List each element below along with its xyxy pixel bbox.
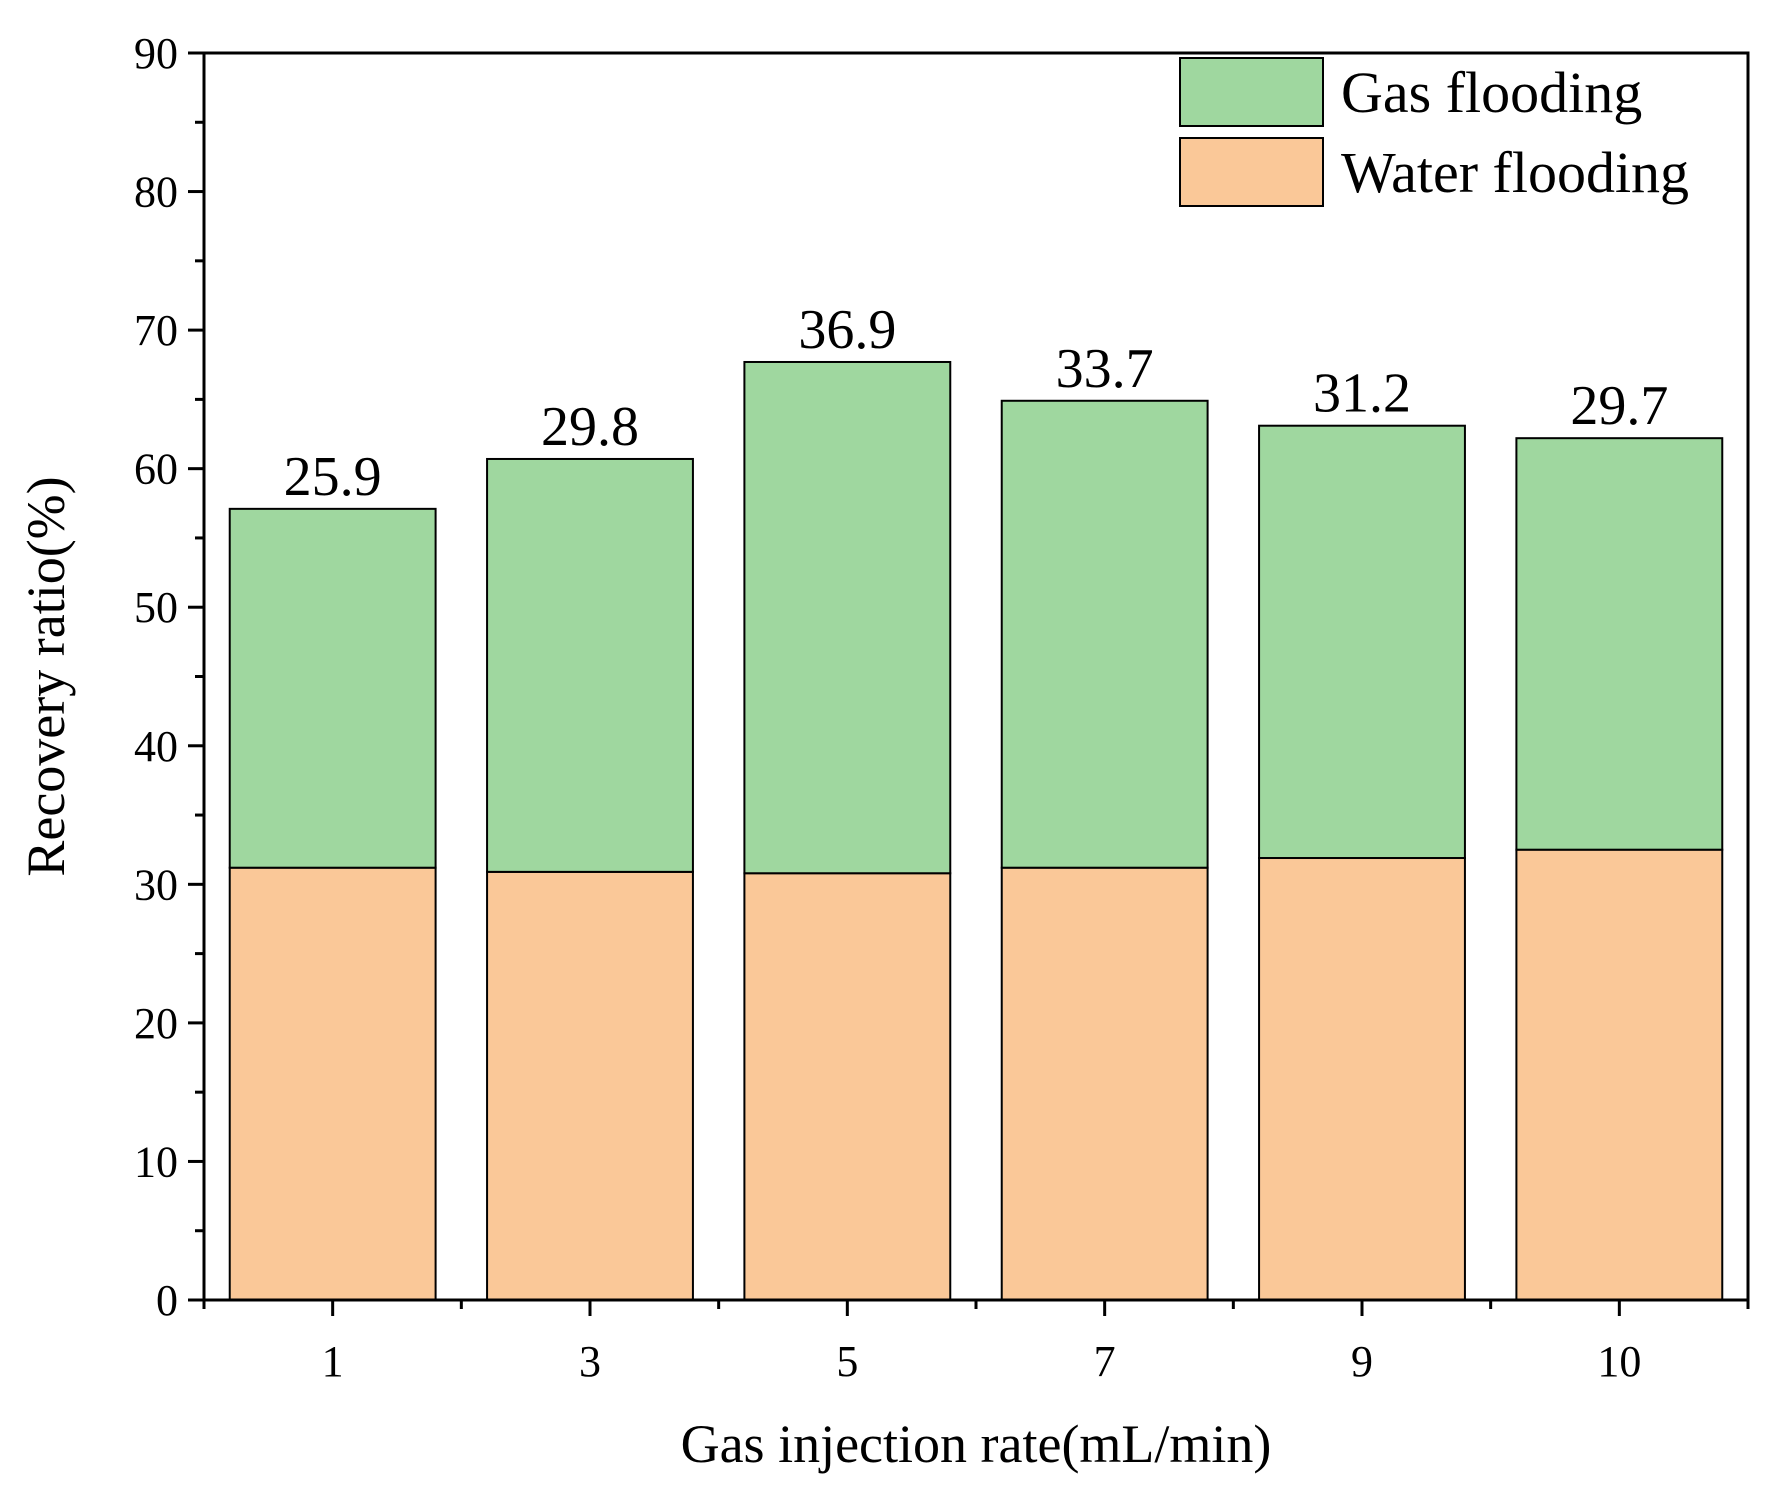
data-label-3: 29.8 <box>541 396 639 458</box>
bars-layer <box>228 360 1724 1301</box>
x-axis-ticks: 1 3 5 7 9 10 <box>202 1300 1750 1386</box>
x-axis-title: Gas injection rate(mL/min) <box>681 1414 1272 1474</box>
x-tick-label: 1 <box>322 1337 344 1386</box>
bar-water-flooding-10 <box>1515 848 1724 1301</box>
x-tick-label: 9 <box>1351 1337 1373 1386</box>
bar-water-flooding-5 <box>743 872 952 1301</box>
bar-gas-flooding-9 <box>1258 424 1466 860</box>
y-tick-label: 70 <box>134 306 178 355</box>
bar-gas-flooding-3 <box>486 457 694 873</box>
y-axis-title: Recovery ratio(%) <box>16 476 76 876</box>
data-label-9: 31.2 <box>1313 363 1411 425</box>
x-tick-label: 5 <box>836 1337 858 1386</box>
legend-label-water-flooding: Water flooding <box>1341 140 1689 205</box>
bar-water-flooding-7 <box>1000 866 1209 1301</box>
bar-water-flooding-3 <box>486 870 694 1301</box>
bar-gas-flooding-10 <box>1515 437 1724 851</box>
y-tick-label: 20 <box>134 999 178 1048</box>
data-label-7: 33.7 <box>1056 338 1154 400</box>
y-tick-label: 0 <box>156 1276 178 1325</box>
legend-swatch-gas-flooding <box>1179 57 1324 127</box>
y-tick-label: 60 <box>134 445 178 494</box>
data-label-10: 29.7 <box>1570 375 1668 437</box>
legend: Gas flooding Water flooding <box>1179 57 1689 207</box>
y-axis-ticks: 0 10 20 30 40 50 60 70 80 90 <box>134 29 204 1325</box>
x-tick-label: 3 <box>579 1337 601 1386</box>
legend-label-gas-flooding: Gas flooding <box>1341 60 1642 125</box>
data-label-5: 36.9 <box>798 299 896 361</box>
bar-gas-flooding-7 <box>1000 399 1209 869</box>
bar-water-flooding-9 <box>1258 857 1466 1301</box>
y-tick-label: 30 <box>134 860 178 909</box>
bar-water-flooding-1 <box>228 866 437 1301</box>
y-tick-label: 50 <box>134 583 178 632</box>
x-tick-label: 10 <box>1597 1337 1641 1386</box>
y-tick-label: 90 <box>134 29 178 78</box>
data-label-1: 25.9 <box>284 446 382 508</box>
x-tick-label: 7 <box>1094 1337 1116 1386</box>
legend-swatch-water-flooding <box>1179 137 1324 207</box>
y-tick-label: 10 <box>134 1137 178 1186</box>
y-tick-label: 80 <box>134 168 178 217</box>
y-tick-label: 40 <box>134 722 178 771</box>
bar-gas-flooding-5 <box>743 360 952 875</box>
bar-gas-flooding-1 <box>228 507 437 869</box>
data-labels-layer: 25.9 29.8 36.9 33.7 31.2 29.7 <box>284 299 1669 508</box>
